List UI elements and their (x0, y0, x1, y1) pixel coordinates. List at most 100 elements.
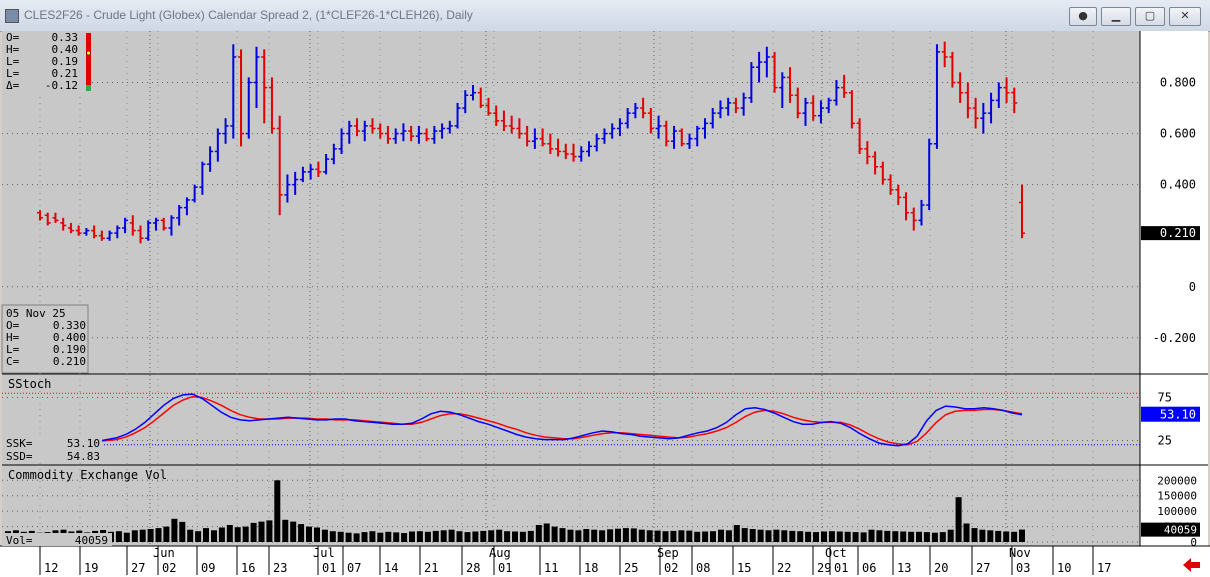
ohlc-bar (392, 128, 399, 144)
volume-bar (512, 531, 518, 542)
volume-bar (131, 530, 138, 542)
volume-bar (607, 529, 614, 542)
x-tick-label: 25 (624, 561, 638, 575)
ohlc-bar (524, 125, 531, 147)
ohlc-bar (918, 199, 925, 226)
y-axis-background (1140, 31, 1208, 546)
x-axis-background (0, 546, 1210, 577)
volume-bar (258, 521, 265, 542)
volume-bar (424, 531, 431, 542)
volume-bar (939, 532, 946, 542)
ohlc-bar (864, 141, 871, 165)
minimize-button[interactable]: ▁ (1101, 7, 1131, 26)
volume-bar (329, 531, 336, 542)
ohlc-bar (593, 133, 600, 152)
ohlc-bar (748, 62, 755, 103)
x-tick-label: 03 (1016, 561, 1030, 575)
x-tick-label: 12 (44, 561, 58, 575)
ohlc-bar (106, 230, 113, 241)
chart-area[interactable]: -0.20000.4000.6000.8000.210257553.100500… (0, 31, 1210, 577)
volume-bar (519, 531, 526, 542)
ohlc-bar (578, 146, 585, 162)
volume-bar (115, 531, 122, 542)
ohlc-bar (253, 46, 260, 109)
volume-bar (971, 528, 978, 542)
y-tick-label: 0.400 (1160, 178, 1196, 192)
x-axis-labels: 12 19 27 02 09 16 23 01 07 14 21 28 01 11 18 25 02 08 15 22… (39, 546, 1111, 575)
dot-button[interactable]: ● (1069, 7, 1097, 26)
ohlc-bar (37, 210, 43, 221)
y-tick-label: 0 (1189, 280, 1196, 294)
volume-bar (979, 529, 986, 542)
ohlc-bar (284, 174, 291, 203)
stoch-tick-label: 25 (1158, 434, 1172, 448)
x-month-label: Aug (489, 546, 511, 560)
volume-bar (987, 530, 994, 542)
x-tick-label: 16 (241, 561, 255, 575)
x-tick-label: 02 (162, 561, 176, 575)
x-tick-label: 07 (347, 561, 361, 575)
ohlc-bar (1011, 87, 1018, 114)
vol-tick-label: 150000 (1157, 490, 1197, 503)
volume-bar (789, 530, 796, 542)
volume-bar (543, 523, 550, 542)
volume-bar (290, 521, 297, 542)
x-tick-label: 08 (696, 561, 710, 575)
ohlc-bar (701, 118, 708, 139)
ohlc-bar (98, 230, 105, 241)
ohlc-bar (817, 100, 824, 124)
volume-readout-bg (2, 533, 112, 546)
ohlc-bar (903, 192, 910, 221)
volume-bar (298, 524, 305, 542)
volume-bar (369, 531, 376, 542)
volume-bar (171, 518, 178, 542)
ohlc-bar (400, 123, 407, 142)
volume-title: Commodity Exchange Vol (8, 468, 167, 482)
volume-bar (211, 530, 217, 542)
x-tick-label: 01 (498, 561, 512, 575)
volume-bar (274, 480, 281, 542)
volume-bar (559, 528, 566, 542)
volume-bar (828, 531, 835, 542)
ohlc-bar (717, 100, 724, 119)
data-window: 05 Nov 25 O= 0.330 H= 0.400 L= 0.190 C= … (1, 304, 89, 374)
volume-bar (916, 531, 922, 542)
x-tick-label: 14 (384, 561, 398, 575)
volume-bar (218, 527, 225, 542)
x-tick-label: 06 (862, 561, 876, 575)
volume-bar (599, 530, 606, 542)
ssk-value: 53.10 (67, 437, 100, 450)
volume-readout: Vol= 40059 (2, 533, 112, 547)
ohlc-bar (725, 97, 732, 116)
x-tick-label: 22 (777, 561, 791, 575)
ohlc-bar (848, 90, 855, 129)
volume-bar (702, 531, 709, 542)
x-tick-label: 01 (322, 561, 336, 575)
volume-bar (393, 532, 400, 542)
close-button[interactable]: ✕ (1169, 7, 1201, 26)
title-bar[interactable]: CLES2F26 - Crude Light (Globex) Calendar… (0, 0, 1210, 32)
volume-bar (852, 532, 859, 542)
x-tick-label: 02 (664, 561, 678, 575)
price-box-value-l2: 0.21 (52, 67, 79, 80)
maximize-button[interactable]: ▢ (1135, 7, 1165, 26)
volume-bar (757, 529, 764, 542)
ohlc-bar (810, 95, 817, 121)
ohlc-bar (485, 97, 492, 116)
scroll-left-icon[interactable] (1183, 558, 1200, 572)
ohlc-bar (323, 153, 330, 175)
ohlc-bar (655, 115, 662, 139)
ohlc-bar (238, 49, 245, 147)
x-month-label: Jul (313, 546, 335, 560)
ohlc-bar (52, 212, 59, 223)
y-tick-label: 0.600 (1160, 127, 1196, 141)
volume-bar (401, 533, 408, 542)
data-window-label-c: C= (6, 355, 20, 368)
volume-bar (527, 530, 534, 542)
y-tick-label: 0.800 (1160, 76, 1196, 90)
ohlc-bar (933, 44, 940, 149)
data-window-bg (1, 304, 89, 374)
ohlc-bar (988, 92, 995, 124)
volume-bar (821, 531, 827, 542)
